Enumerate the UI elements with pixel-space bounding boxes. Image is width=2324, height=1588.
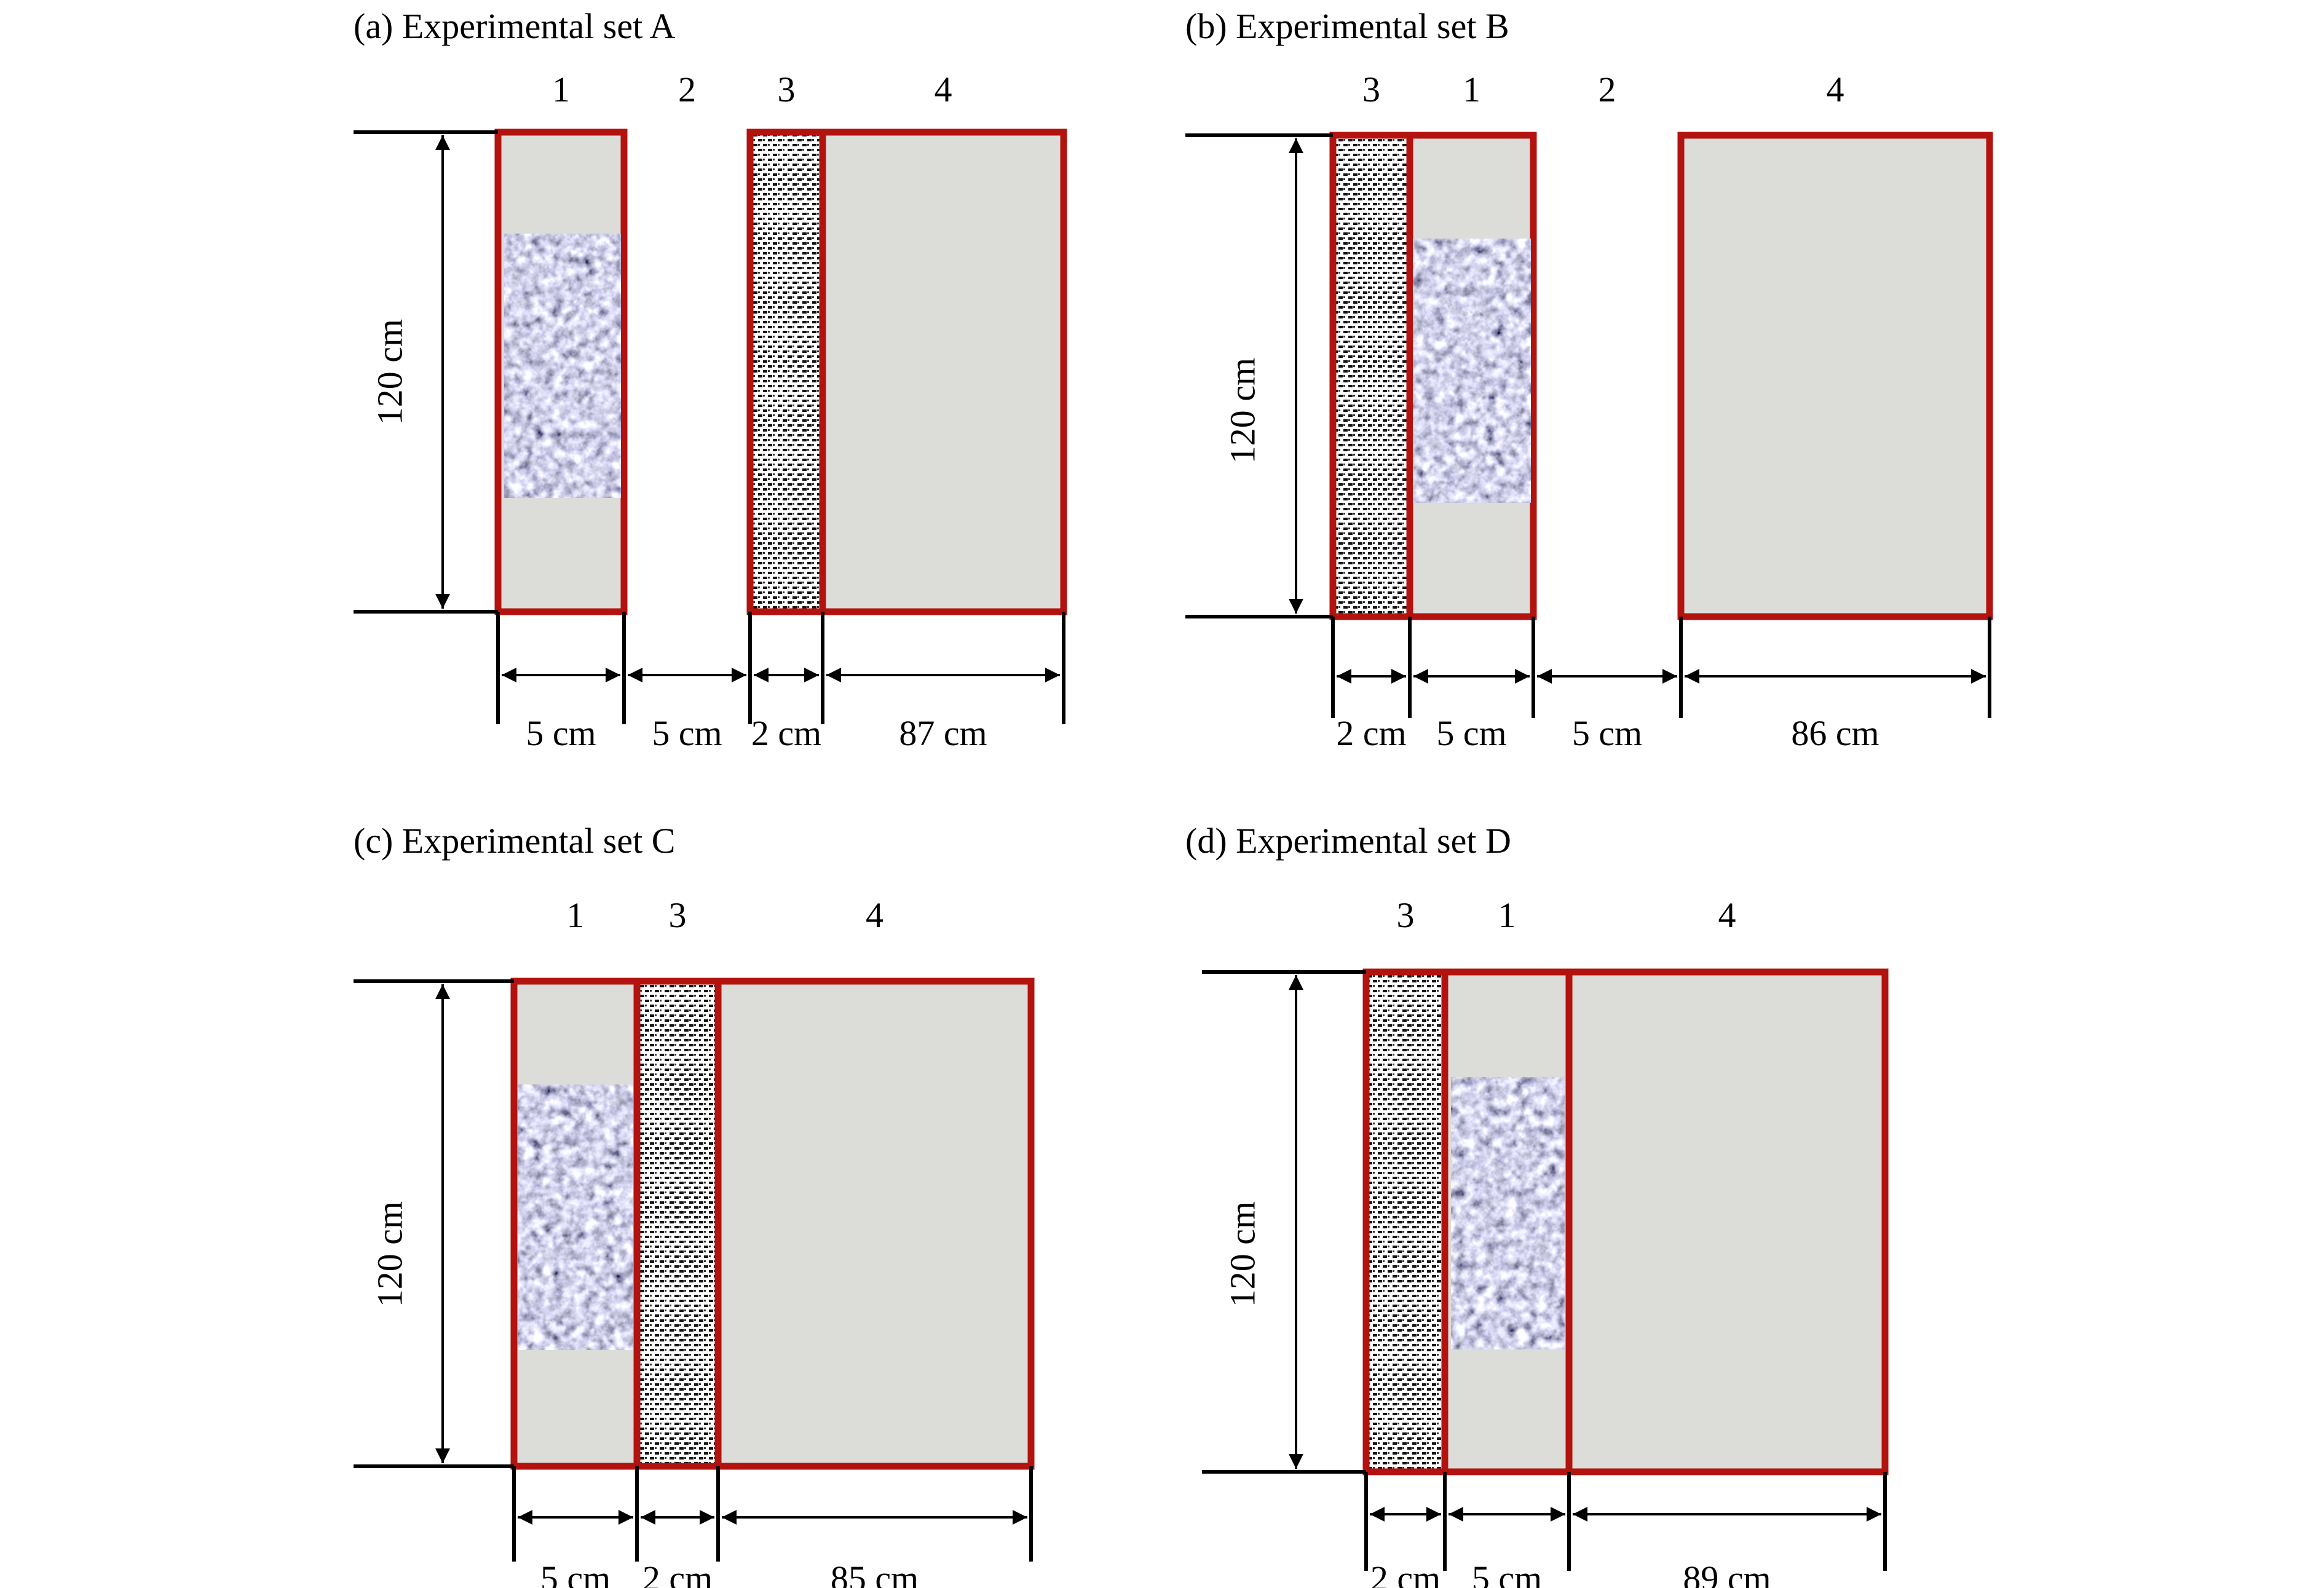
panel-d: (d) Experimental set D 3 1 4 120 cm 2 cm 5 cm 8… <box>1185 821 1889 1588</box>
width-label: 2 cm <box>1370 1558 1441 1588</box>
panels-root: (a) Experimental set A 1 2 3 4 120 cm 5 cm 5 cm… <box>354 6 1993 1588</box>
height-label: 120 cm <box>370 319 409 425</box>
specimen-texture <box>1451 1077 1565 1349</box>
width-label: 85 cm <box>831 1558 919 1588</box>
panel-b: (b) Experimental set B 3 1 2 4 120 cm 2 cm 5 cm… <box>1185 6 1993 753</box>
mesh-layer-3 <box>633 978 722 1470</box>
width-label: 89 cm <box>1683 1558 1771 1588</box>
width-label: 5 cm <box>540 1558 611 1588</box>
layer-number: 4 <box>1718 895 1736 935</box>
width-label: 5 cm <box>652 713 722 753</box>
layer-number: 1 <box>552 69 570 109</box>
layer-number: 4 <box>935 69 952 109</box>
width-label: 2 cm <box>642 1558 713 1588</box>
panel-title: (a) Experimental set A <box>354 6 676 46</box>
layer-number: 2 <box>1599 69 1616 109</box>
panel-title: (d) Experimental set D <box>1185 821 1511 861</box>
width-label: 2 cm <box>1336 713 1406 753</box>
layer-number: 1 <box>567 895 585 935</box>
layer-4-box <box>819 128 1067 615</box>
height-label: 120 cm <box>1222 358 1262 464</box>
layer-number: 1 <box>1463 69 1480 109</box>
mesh-layer-3 <box>1362 968 1449 1475</box>
layer-number: 2 <box>678 69 696 109</box>
width-label: 5 cm <box>526 713 596 753</box>
panel-a: (a) Experimental set A 1 2 3 4 120 cm 5 cm 5 cm… <box>354 6 1067 753</box>
layer-4-box <box>1677 132 1993 620</box>
specimen-texture <box>518 1084 633 1350</box>
layer-4-box <box>1565 968 1889 1475</box>
mesh-layer-3 <box>746 128 826 615</box>
layer-number: 3 <box>778 69 796 109</box>
width-label: 2 cm <box>751 713 821 753</box>
layer-number: 3 <box>1362 69 1380 109</box>
panel-c: (c) Experimental set C 1 3 4 120 cm 5 cm 2 cm 8… <box>354 821 1035 1588</box>
height-label: 120 cm <box>370 1201 409 1307</box>
specimen-texture <box>1413 239 1531 503</box>
layer-number: 3 <box>1397 895 1415 935</box>
width-label: 86 cm <box>1791 713 1879 753</box>
mesh-layer-3 <box>1329 132 1413 620</box>
layer-number: 4 <box>866 895 883 935</box>
height-label: 120 cm <box>1222 1201 1262 1307</box>
layer-number: 1 <box>1498 895 1516 935</box>
panel-title: (c) Experimental set C <box>354 821 675 861</box>
width-label: 5 cm <box>1436 713 1506 753</box>
width-label: 5 cm <box>1472 1558 1542 1588</box>
layer-number: 3 <box>669 895 687 935</box>
width-label: 5 cm <box>1572 713 1642 753</box>
width-label: 87 cm <box>899 713 987 753</box>
specimen-texture <box>504 234 621 498</box>
panel-title: (b) Experimental set B <box>1185 6 1509 46</box>
layer-number: 4 <box>1827 69 1844 109</box>
layer-4-box <box>714 978 1035 1470</box>
